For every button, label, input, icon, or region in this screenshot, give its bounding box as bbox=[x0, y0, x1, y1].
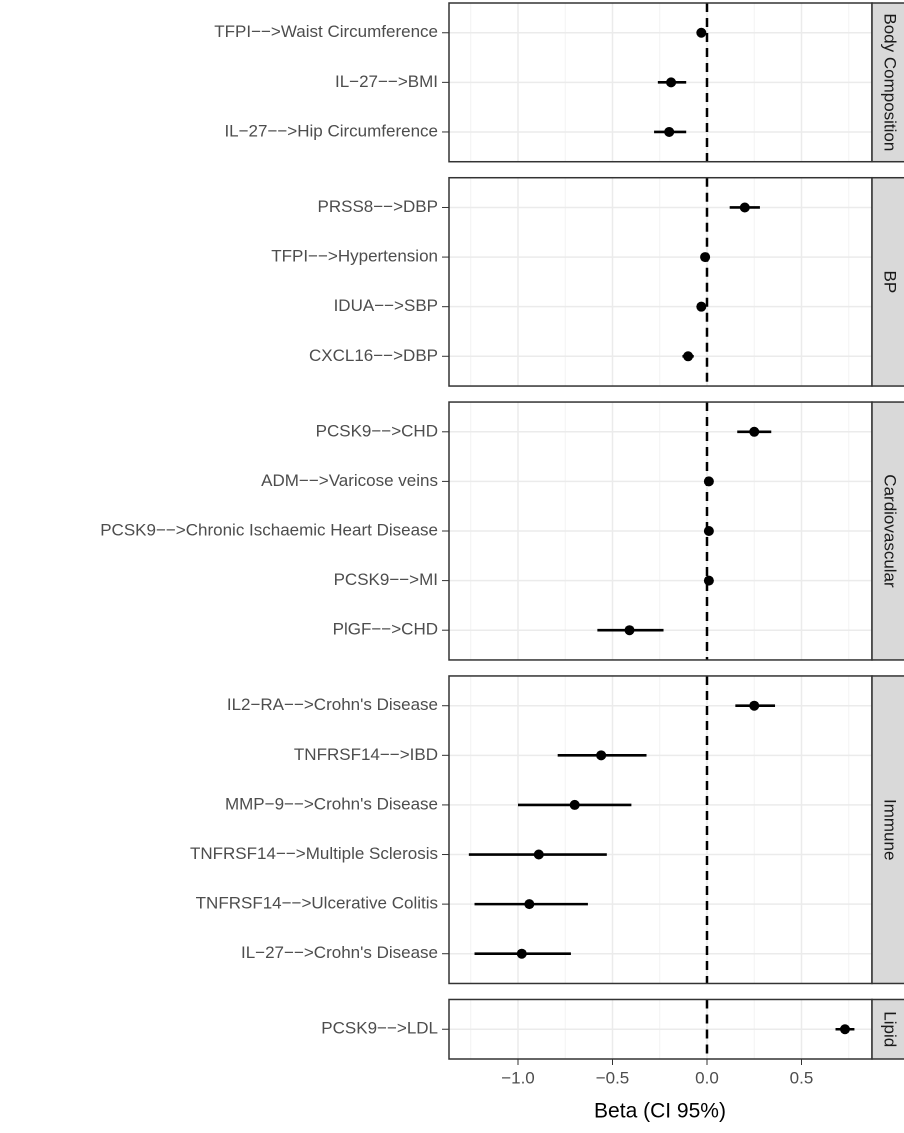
y-tick-label: PCSK9−−>MI bbox=[334, 570, 438, 589]
strip-group: Cardiovascular bbox=[881, 474, 900, 588]
y-tick-label: TFPI−−>Hypertension bbox=[271, 247, 438, 266]
point bbox=[749, 426, 760, 437]
x-tick-label: −1.0 bbox=[501, 1068, 535, 1087]
point bbox=[516, 948, 527, 959]
y-tick-label: IDUA−−>SBP bbox=[334, 296, 438, 315]
point bbox=[624, 625, 635, 636]
x-tick-label: 0.5 bbox=[790, 1068, 814, 1087]
point bbox=[703, 476, 714, 487]
y-tick-label: TFPI−−>Waist Circumference bbox=[214, 22, 438, 41]
strip-group: Immune bbox=[881, 799, 900, 860]
x-tick-label: −0.5 bbox=[596, 1068, 630, 1087]
y-tick-label: PCSK9−−>Chronic Ischaemic Heart Disease bbox=[100, 520, 438, 539]
panel-background bbox=[449, 675, 872, 984]
point bbox=[596, 750, 607, 761]
y-tick-label: TNFRSF14−−>IBD bbox=[294, 745, 438, 764]
strip-label: Immune bbox=[881, 799, 900, 860]
point bbox=[664, 126, 675, 137]
point bbox=[749, 700, 760, 711]
strip-group: Lipid bbox=[881, 1011, 900, 1047]
y-tick-label: PCSK9−−>CHD bbox=[316, 421, 438, 440]
y-tick-label: MMP−9−−>Crohn's Disease bbox=[225, 794, 438, 813]
y-tick-label: TNFRSF14−−>Multiple Sclerosis bbox=[190, 844, 438, 863]
point bbox=[696, 301, 707, 312]
y-tick-label: PRSS8−−>DBP bbox=[318, 197, 439, 216]
y-tick-label: CXCL16−−>DBP bbox=[309, 346, 438, 365]
strip-label: Cardiovascular bbox=[881, 474, 900, 588]
point bbox=[703, 575, 714, 586]
y-tick-label: IL−27−−>Hip Circumference bbox=[224, 121, 438, 140]
point bbox=[569, 799, 580, 810]
point bbox=[524, 899, 535, 910]
strip-group: Body Composition bbox=[881, 13, 900, 151]
point bbox=[839, 1024, 850, 1035]
point bbox=[533, 849, 544, 860]
point bbox=[666, 77, 677, 88]
strip-label: Body Composition bbox=[881, 13, 900, 151]
y-tick-label: PlGF−−>CHD bbox=[333, 620, 438, 639]
point bbox=[739, 202, 750, 213]
strip bbox=[871, 998, 904, 1060]
y-tick-label: PCSK9−−>LDL bbox=[321, 1019, 438, 1038]
panel-background bbox=[449, 177, 872, 387]
strip bbox=[871, 176, 904, 387]
strip-group: BP bbox=[881, 271, 900, 294]
y-tick-label: ADM−−>Varicose veins bbox=[261, 471, 438, 490]
point bbox=[700, 252, 711, 263]
point bbox=[696, 27, 707, 38]
y-tick-label: TNFRSF14−−>Ulcerative Colitis bbox=[196, 894, 438, 913]
y-tick-label: IL−27−−>BMI bbox=[335, 72, 438, 91]
strip-label: Lipid bbox=[881, 1011, 900, 1047]
y-tick-label: IL−27−−>Crohn's Disease bbox=[241, 943, 438, 962]
strip bbox=[871, 675, 904, 985]
strip-label: BP bbox=[881, 271, 900, 294]
y-tick-label: IL2−RA−−>Crohn's Disease bbox=[227, 695, 438, 714]
strip bbox=[871, 401, 904, 661]
x-axis-title: Beta (CI 95%) bbox=[594, 1100, 726, 1123]
point bbox=[703, 526, 714, 536]
x-tick-label: 0.0 bbox=[695, 1068, 719, 1087]
point bbox=[683, 351, 694, 362]
strip bbox=[871, 2, 904, 163]
